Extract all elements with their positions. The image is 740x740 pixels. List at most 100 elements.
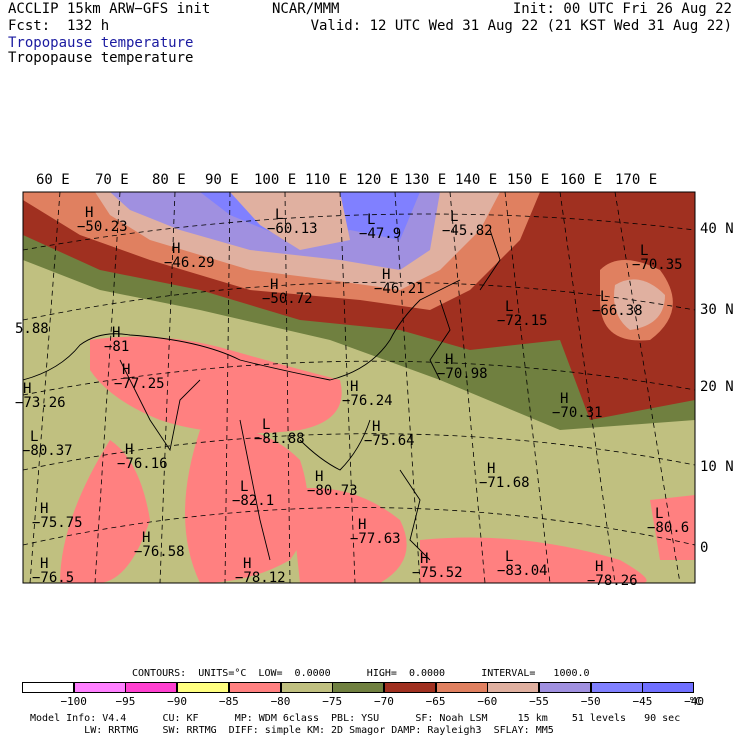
center-value: −73.26 (15, 395, 66, 411)
center-kind: H (315, 469, 324, 485)
colorbar-label: −95 (115, 695, 136, 708)
center-name: NCAR/MMM (272, 1, 340, 17)
colorbar-swatch (73, 682, 126, 693)
center-kind: H (23, 381, 32, 397)
lon-label: 110 E (305, 172, 348, 188)
center-kind: H (40, 501, 49, 517)
colorbar-label: −100 (60, 695, 87, 708)
center-kind: H (172, 241, 181, 257)
center-value: −80.73 (307, 483, 358, 499)
colorbar-label: −80 (270, 695, 291, 708)
center-kind: H (445, 352, 454, 368)
colorbar-label: −50 (580, 695, 601, 708)
colorbar-label: −90 (167, 695, 188, 708)
model-title: ACCLIP 15km ARW−GFS init (8, 1, 211, 17)
lon-label: 170 E (615, 172, 658, 188)
lon-label: 160 E (560, 172, 603, 188)
lat-label: 10 N (700, 459, 734, 475)
center-kind: L (505, 299, 514, 315)
lon-label: 120 E (356, 172, 399, 188)
contours-info: CONTOURS: UNITS=°C LOW= 0.0000 HIGH= 0.0… (132, 668, 590, 679)
center-value: −76.5 (32, 570, 75, 586)
lon-label: 130 E (404, 172, 447, 188)
lon-label: 80 E (152, 172, 186, 188)
lat-label: 40 N (700, 221, 734, 237)
colorbar-swatch (228, 682, 281, 693)
center-kind: L (367, 212, 376, 228)
lon-label: 60 E (36, 172, 70, 188)
center-kind: H (372, 419, 381, 435)
center-value: −77.63 (350, 531, 401, 547)
center-value: −78.12 (235, 570, 286, 586)
colorbar-swatch (280, 682, 333, 693)
center-value: −47.9 (359, 226, 402, 242)
center-kind: H (40, 556, 49, 572)
lon-label: 150 E (507, 172, 550, 188)
center-value: −77.25 (114, 376, 165, 392)
center-value: −46.29 (164, 255, 215, 271)
center-kind: H (560, 391, 569, 407)
center-value: −81.88 (254, 431, 305, 447)
center-kind: H (112, 325, 121, 341)
center-value: −81 (104, 339, 130, 355)
center-value: −76.16 (117, 456, 168, 472)
lat-label: 30 N (700, 302, 734, 318)
colorbar-label: −40 (684, 695, 705, 708)
colorbar-unit: °C (688, 695, 702, 708)
colorbar-swatch (435, 682, 488, 693)
colorbar-label: −55 (529, 695, 549, 708)
center-kind: L (600, 289, 609, 305)
lat-label: 20 N (700, 379, 734, 395)
colorbar-swatch (590, 682, 643, 693)
lon-label: 90 E (205, 172, 239, 188)
center-value: −78.26 (587, 573, 638, 589)
colorbar-swatch (487, 682, 540, 693)
center-value: 5.88 (15, 321, 49, 337)
center-kind: H (595, 559, 604, 575)
colorbar-swatch (332, 682, 385, 693)
model-info-line1: Model Info: V4.4 CU: KF MP: WDM 6class P… (30, 713, 681, 724)
center-kind: H (270, 277, 279, 293)
center-value: −66.38 (592, 303, 643, 319)
field-title-2: Tropopause temperature (8, 50, 194, 66)
center-value: −50.23 (77, 219, 128, 235)
colorbar-label: −60 (477, 695, 498, 708)
center-kind: L (240, 479, 249, 495)
center-value: −71.68 (479, 475, 530, 491)
center-value: −75.52 (412, 565, 463, 581)
center-value: −45.82 (442, 223, 493, 239)
valid-time: Valid: 12 UTC Wed 31 Aug 22 (21 KST Wed … (310, 18, 732, 34)
colorbar-label: −85 (218, 695, 239, 708)
center-value: −70.98 (437, 366, 488, 382)
center-value: −80.37 (22, 443, 73, 459)
lon-label: 100 E (254, 172, 297, 188)
model-info-line2: LW: RRTMG SW: RRTMG DIFF: simple KM: 2D … (30, 725, 554, 736)
colorbar-label: −75 (322, 695, 343, 708)
center-value: −83.04 (497, 563, 548, 579)
center-value: −75.64 (364, 433, 415, 449)
center-kind: L (655, 506, 664, 522)
colorbar-swatch (539, 682, 591, 693)
center-kind: H (350, 379, 359, 395)
center-value: −76.24 (342, 393, 393, 409)
center-value: −50.72 (262, 291, 313, 307)
center-kind: H (122, 362, 131, 378)
center-kind: L (30, 429, 39, 445)
map-fill (23, 192, 695, 583)
colorbar-swatch (125, 682, 178, 693)
colorbar-swatch (177, 682, 230, 693)
center-kind: H (142, 530, 151, 546)
colorbar-label: −45 (632, 695, 653, 708)
center-kind: H (487, 461, 496, 477)
center-kind: H (358, 517, 367, 533)
center-value: −82.1 (232, 493, 275, 509)
colorbar-swatch (383, 682, 436, 693)
center-value: −70.35 (632, 257, 683, 273)
colorbar-label: −65 (425, 695, 446, 708)
field-title-1: Tropopause temperature (8, 35, 194, 51)
forecast-hour: Fcst: 132 h (8, 18, 110, 34)
init-time: Init: 00 UTC Fri 26 Aug 22 (512, 1, 732, 17)
center-kind: L (275, 207, 284, 223)
center-kind: H (382, 267, 391, 283)
